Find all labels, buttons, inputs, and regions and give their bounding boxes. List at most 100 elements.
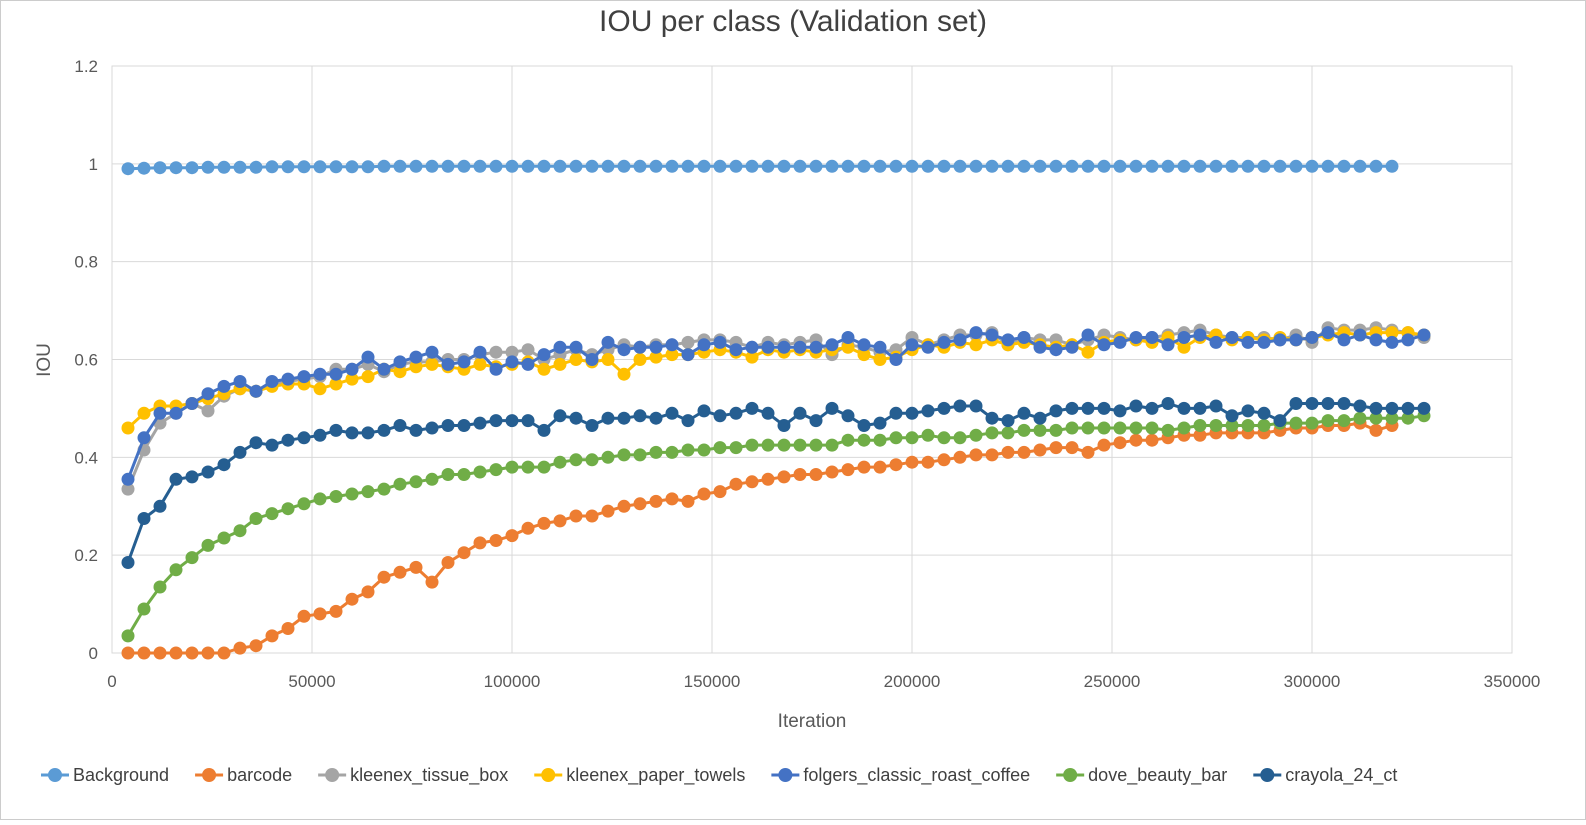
- data-point: [921, 340, 935, 354]
- data-point: [1033, 340, 1047, 354]
- data-point: [393, 355, 407, 369]
- data-point: [681, 335, 695, 349]
- data-point: [745, 350, 759, 364]
- data-point: [1225, 409, 1239, 423]
- data-point: [681, 348, 695, 362]
- data-point: [441, 159, 455, 173]
- data-point: [1113, 436, 1127, 450]
- data-point: [793, 406, 807, 420]
- data-point: [425, 159, 439, 173]
- data-point: [1065, 340, 1079, 354]
- data-point: [121, 482, 135, 496]
- data-point: [521, 159, 535, 173]
- data-point: [1017, 406, 1031, 420]
- data-point: [649, 340, 663, 354]
- data-point: [1049, 441, 1063, 455]
- data-point: [1353, 328, 1367, 342]
- data-point: [681, 494, 695, 508]
- data-point: [233, 641, 247, 655]
- data-point: [185, 397, 199, 410]
- data-point: [665, 159, 679, 173]
- data-point: [729, 477, 743, 491]
- data-point: [697, 159, 711, 173]
- data-point: [537, 516, 551, 530]
- data-point: [537, 423, 551, 437]
- data-point: [1161, 397, 1175, 410]
- data-point: [121, 646, 135, 660]
- data-point: [969, 338, 983, 352]
- data-point: [1001, 159, 1015, 173]
- data-point: [825, 159, 839, 173]
- data-point: [649, 159, 663, 173]
- data-point: [777, 340, 791, 354]
- data-point: [201, 465, 215, 479]
- data-point: [409, 423, 423, 437]
- data-point: [505, 345, 519, 359]
- data-point: [409, 360, 423, 374]
- data-point: [1369, 333, 1383, 347]
- data-point: [745, 401, 759, 415]
- data-point: [761, 438, 775, 452]
- data-point: [153, 580, 167, 594]
- data-point: [1145, 401, 1159, 415]
- data-point: [249, 160, 263, 174]
- x-tick-label: 250000: [1084, 672, 1141, 691]
- data-point: [313, 160, 327, 174]
- data-point: [889, 458, 903, 472]
- y-axis-title: IOU: [34, 343, 55, 377]
- data-point: [1145, 421, 1159, 435]
- data-point: [1033, 443, 1047, 457]
- y-tick-label: 0.6: [74, 351, 98, 370]
- data-point: [441, 419, 455, 432]
- data-point: [1257, 419, 1271, 432]
- data-point: [233, 160, 247, 174]
- data-point: [857, 433, 871, 447]
- data-point: [585, 419, 599, 432]
- data-point: [745, 438, 759, 452]
- data-point: [1081, 328, 1095, 342]
- data-point: [1033, 159, 1047, 173]
- data-point: [649, 411, 663, 425]
- data-point: [1065, 159, 1079, 173]
- data-point: [457, 355, 471, 369]
- data-point: [1177, 401, 1191, 415]
- data-point: [297, 609, 311, 623]
- data-point: [505, 460, 519, 474]
- series-line: [126, 414, 1425, 637]
- data-point: [1065, 441, 1079, 455]
- data-point: [361, 426, 375, 440]
- data-point: [697, 443, 711, 457]
- data-point: [1209, 419, 1223, 432]
- data-point: [921, 428, 935, 442]
- data-point: [553, 357, 567, 371]
- data-point: [889, 159, 903, 173]
- data-point: [873, 460, 887, 474]
- data-point: [953, 159, 967, 173]
- data-point: [281, 622, 295, 635]
- data-point: [889, 431, 903, 445]
- legend-label: crayola_24_ct: [1285, 765, 1397, 786]
- data-point: [1113, 335, 1127, 349]
- data-point: [697, 338, 711, 352]
- data-point: [217, 458, 231, 472]
- legend: Background barcode kleenex_tissue_box kleen…: [41, 765, 1397, 786]
- series-barcode: [121, 416, 1399, 660]
- data-point: [377, 570, 391, 584]
- data-point: [329, 604, 343, 618]
- data-point: [1081, 401, 1095, 415]
- data-point: [489, 414, 503, 428]
- data-point: [809, 414, 823, 428]
- data-point: [201, 538, 215, 552]
- data-point: [313, 428, 327, 442]
- data-point: [1017, 423, 1031, 437]
- data-point: [1209, 399, 1223, 413]
- data-point: [1097, 338, 1111, 352]
- data-point: [457, 468, 471, 481]
- y-tick-label: 0: [89, 644, 98, 663]
- data-point: [217, 160, 231, 174]
- y-tick-label: 0.4: [74, 448, 98, 467]
- data-point: [505, 414, 519, 428]
- data-point: [473, 416, 487, 430]
- data-point: [537, 362, 551, 376]
- data-point: [569, 509, 583, 523]
